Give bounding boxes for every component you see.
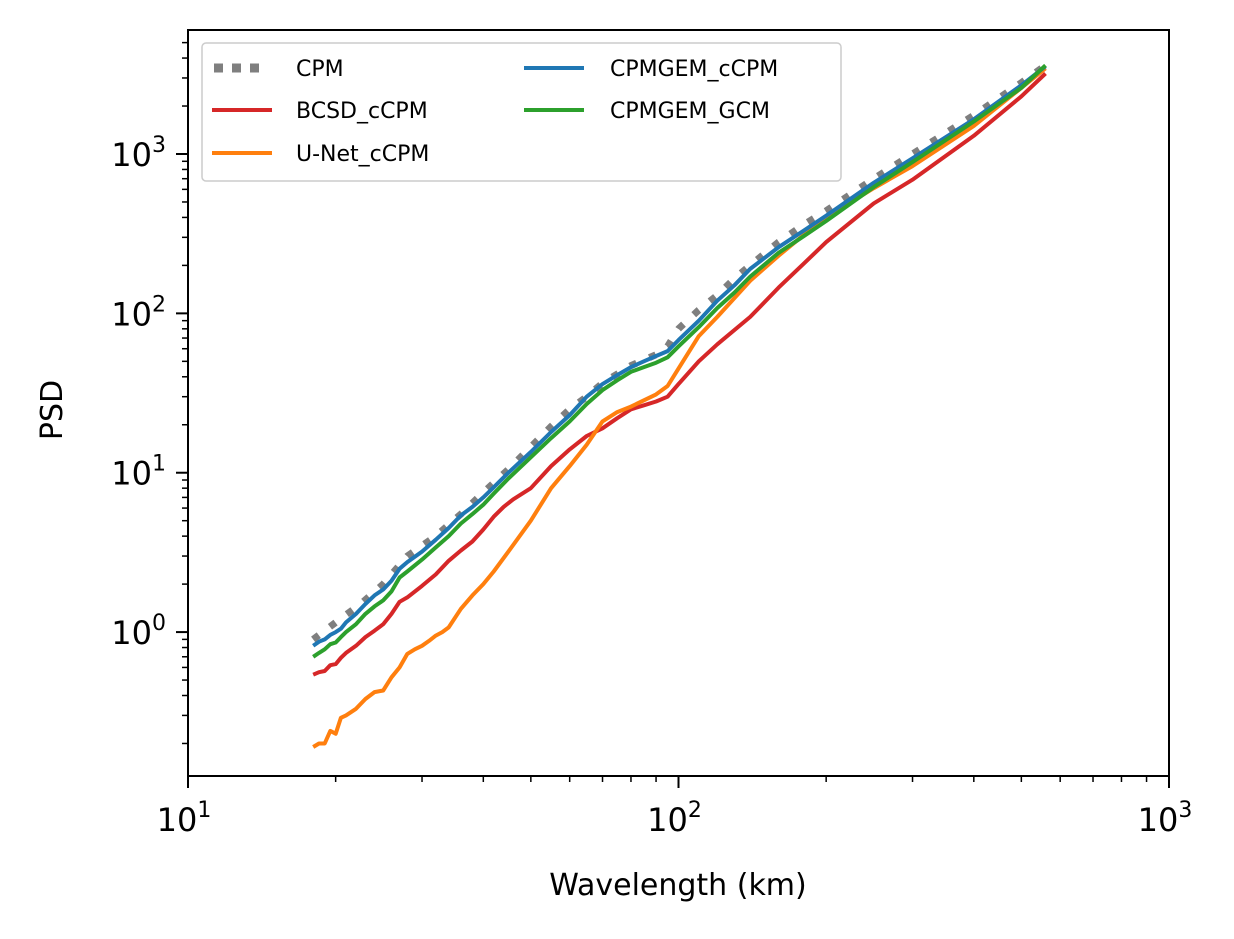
legend-label-cpm: CPM <box>296 57 344 82</box>
x-tick-label-base: 10 <box>647 801 688 839</box>
x-tick-label: 103 <box>1138 798 1193 839</box>
legend: CPM BCSD_cCPM U-Net_cCPM CPMGEM_cCPM CPM… <box>201 42 842 182</box>
series-line-cpmgem-ccpm <box>312 64 1047 648</box>
y-tick-label: 100 <box>111 611 166 652</box>
legend-label-cpmgem-gcm: CPMGEM_GCM <box>610 99 770 124</box>
series-line-cpmgem-gcm <box>312 63 1047 659</box>
x-tick-label-exp: 1 <box>197 798 211 823</box>
plot-frame <box>187 29 1170 777</box>
x-tick-label-exp: 3 <box>1178 798 1192 823</box>
y-tick-label-exp: 0 <box>152 611 166 636</box>
y-tick-label-base: 10 <box>111 614 152 652</box>
x-axis-label: Wavelength (km) <box>549 868 807 903</box>
legend-label-bcsd-ccpm: BCSD_cCPM <box>296 99 428 124</box>
legend-label-cpmgem-ccpm: CPMGEM_cCPM <box>610 57 778 82</box>
series-line-u-net-ccpm <box>312 66 1047 749</box>
y-axis-label: PSD <box>35 380 70 440</box>
y-tick-label: 101 <box>111 452 166 493</box>
legend-box <box>201 42 842 182</box>
x-tick-label-exp: 2 <box>688 798 702 823</box>
y-tick-label-exp: 1 <box>152 452 166 477</box>
y-tick-label-base: 10 <box>111 136 152 174</box>
x-tick-label-base: 10 <box>157 801 198 839</box>
y-tick-label-exp: 2 <box>152 292 166 317</box>
legend-label-unet-ccpm: U-Net_cCPM <box>296 142 429 167</box>
y-tick-label-base: 10 <box>111 295 152 333</box>
y-tick-label: 102 <box>111 292 166 333</box>
y-tick-label-exp: 3 <box>152 133 166 158</box>
series-line-bcsd-ccpm <box>312 72 1047 677</box>
x-tick-label: 102 <box>647 798 702 839</box>
y-tick-label-base: 10 <box>111 455 152 493</box>
y-tick-label: 103 <box>111 133 166 174</box>
series-layer <box>311 62 1048 749</box>
x-tick-label: 101 <box>157 798 212 839</box>
x-tick-label-base: 10 <box>1138 801 1179 839</box>
